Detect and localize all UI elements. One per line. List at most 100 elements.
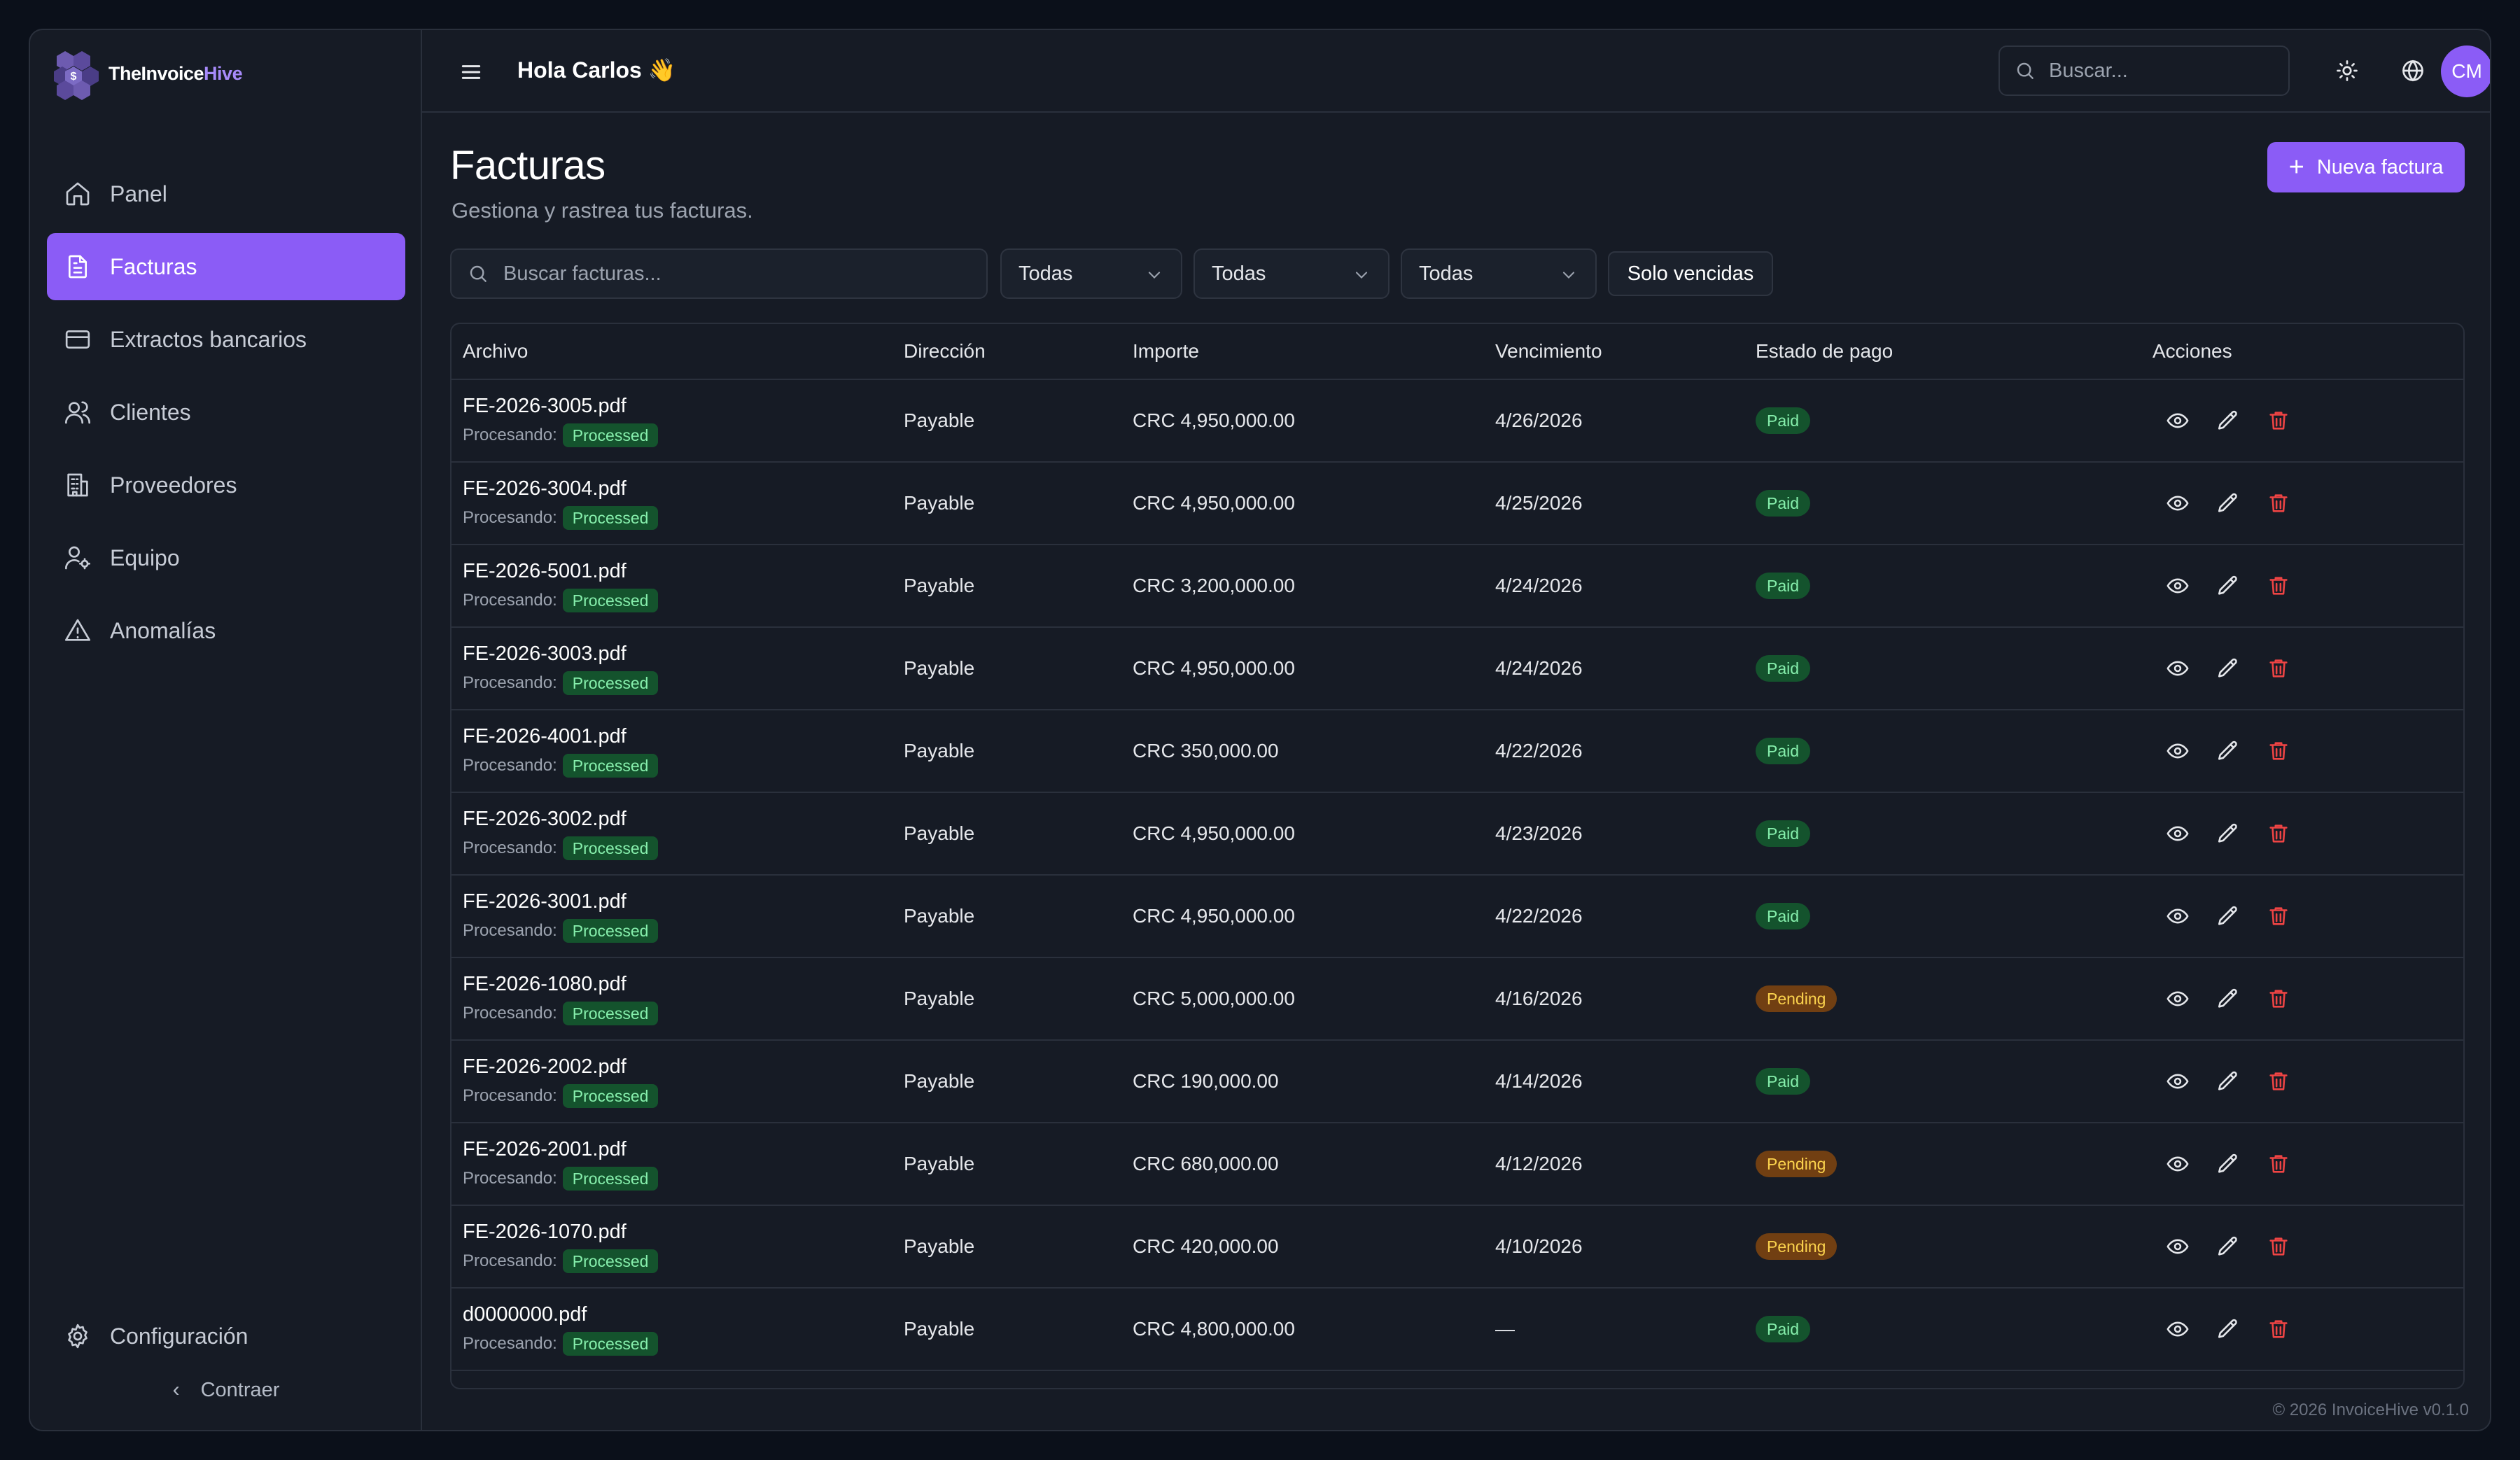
view-button[interactable]: [2164, 1233, 2192, 1261]
sidebar-item-configuracion[interactable]: Configuración: [47, 1303, 405, 1370]
global-search[interactable]: [1998, 45, 2290, 96]
file-name[interactable]: FE-2026-1070.pdf: [463, 1220, 626, 1243]
edit-button[interactable]: [2214, 489, 2242, 517]
edit-button[interactable]: [2214, 820, 2242, 848]
delete-button[interactable]: [2264, 820, 2292, 848]
table-row[interactable]: FE-2026-1080.pdf Procesando: Processed P…: [451, 957, 2463, 1041]
edit-button[interactable]: [2214, 1150, 2242, 1178]
view-button[interactable]: [2164, 489, 2192, 517]
edit-button[interactable]: [2214, 902, 2242, 930]
file-name[interactable]: FE-2026-2002.pdf: [463, 1055, 626, 1078]
sidebar-item-clientes[interactable]: Clientes: [47, 379, 405, 446]
table-row[interactable]: FE-2026-2001.pdf Procesando: Processed P…: [451, 1123, 2463, 1206]
column-header-vencimiento[interactable]: Vencimiento: [1484, 324, 1744, 380]
theme-toggle-button[interactable]: [2332, 55, 2362, 86]
column-header-archivo[interactable]: Archivo: [451, 324, 892, 380]
brand-logo[interactable]: $ TheInvoiceHive: [50, 47, 243, 100]
svg-text:$: $: [71, 71, 77, 83]
avatar[interactable]: CM: [2441, 45, 2490, 97]
sidebar-item-extractos[interactable]: Extractos bancarios: [47, 306, 405, 373]
file-name[interactable]: FE-2026-1080.pdf: [463, 972, 626, 995]
sidebar-item-proveedores[interactable]: Proveedores: [47, 451, 405, 519]
invoice-search-input[interactable]: [502, 261, 967, 286]
table-row[interactable]: FE-2026-3005.pdf Procesando: Processed P…: [451, 379, 2463, 463]
table-row[interactable]: FE-2026-3003.pdf Procesando: Processed P…: [451, 627, 2463, 710]
view-button[interactable]: [2164, 1067, 2192, 1095]
cell-payment-status: Paid: [1744, 1288, 2141, 1371]
edit-button[interactable]: [2214, 1233, 2242, 1261]
file-name[interactable]: FE-2026-3003.pdf: [463, 642, 626, 665]
table-row[interactable]: FE-2026-5001.pdf Procesando: Processed P…: [451, 545, 2463, 628]
view-button[interactable]: [2164, 985, 2192, 1013]
file-name[interactable]: FE-2026-2001.pdf: [463, 1137, 626, 1160]
global-search-input[interactable]: [2047, 58, 2274, 83]
view-button[interactable]: [2164, 407, 2192, 435]
file-name[interactable]: d0000000.pdf: [463, 1303, 587, 1326]
menu-toggle-button[interactable]: [457, 58, 485, 86]
delete-button[interactable]: [2264, 489, 2292, 517]
table-row[interactable]: FE-2026-3001.pdf Procesando: Processed P…: [451, 875, 2463, 958]
sidebar-item-facturas[interactable]: Facturas: [47, 233, 405, 300]
column-header-estado[interactable]: Estado de pago: [1744, 324, 2141, 380]
table-row[interactable]: FE-2026-3002.pdf Procesando: Processed P…: [451, 792, 2463, 876]
edit-button[interactable]: [2214, 654, 2242, 682]
edit-button[interactable]: [2214, 985, 2242, 1013]
status-filter-select[interactable]: Todas: [1194, 248, 1390, 299]
view-button[interactable]: [2164, 1315, 2192, 1343]
overdue-only-toggle[interactable]: Solo vencidas: [1608, 251, 1773, 296]
delete-button[interactable]: [2264, 654, 2292, 682]
cell-file: FE-2026-4001.pdf Procesando: Processed: [451, 710, 892, 793]
view-button[interactable]: [2164, 737, 2192, 765]
delete-button[interactable]: [2264, 1067, 2292, 1095]
view-button[interactable]: [2164, 1150, 2192, 1178]
processing-label: Procesando:: [463, 1168, 557, 1188]
view-button[interactable]: [2164, 820, 2192, 848]
invoice-search[interactable]: [450, 248, 988, 299]
direction-filter-select[interactable]: Todas: [1000, 248, 1182, 299]
processing-badge: Processed: [562, 836, 659, 860]
delete-button[interactable]: [2264, 572, 2292, 600]
column-header-importe[interactable]: Importe: [1121, 324, 1484, 380]
column-header-direccion[interactable]: Dirección: [892, 324, 1121, 380]
table-row[interactable]: FE-2026-4001.pdf Procesando: Processed P…: [451, 710, 2463, 793]
delete-button[interactable]: [2264, 1315, 2292, 1343]
language-button[interactable]: [2398, 55, 2428, 86]
table-row[interactable]: d0000000.pdf Procesando: Processed Payab…: [451, 1288, 2463, 1371]
pencil-icon: [2218, 575, 2237, 595]
file-name[interactable]: FE-2026-3002.pdf: [463, 807, 626, 830]
file-name[interactable]: FE-2026-4001.pdf: [463, 724, 626, 747]
delete-button[interactable]: [2264, 1233, 2292, 1261]
table-row[interactable]: FE-2026-2002.pdf Procesando: Processed P…: [451, 1040, 2463, 1123]
edit-button[interactable]: [2214, 1315, 2242, 1343]
edit-button[interactable]: [2214, 572, 2242, 600]
edit-button[interactable]: [2214, 1067, 2242, 1095]
edit-button[interactable]: [2214, 407, 2242, 435]
view-button[interactable]: [2164, 572, 2192, 600]
delete-button[interactable]: [2264, 407, 2292, 435]
view-button[interactable]: [2164, 654, 2192, 682]
eye-icon: [2166, 826, 2189, 841]
table-row[interactable]: FE-2026-1070.pdf Procesando: Processed P…: [451, 1205, 2463, 1289]
payment-filter-select[interactable]: Todas: [1401, 248, 1597, 299]
file-name[interactable]: FE-2026-5001.pdf: [463, 559, 626, 582]
delete-button[interactable]: [2264, 902, 2292, 930]
delete-button[interactable]: [2264, 737, 2292, 765]
sidebar-bottom: Configuración: [47, 1303, 405, 1375]
delete-button[interactable]: [2264, 1150, 2292, 1178]
processing-badge: Processed: [562, 753, 659, 778]
delete-button[interactable]: [2264, 985, 2292, 1013]
view-button[interactable]: [2164, 902, 2192, 930]
processing-label: Procesando:: [463, 920, 557, 940]
table-row[interactable]: FE-2026-3004.pdf Procesando: Processed P…: [451, 462, 2463, 545]
edit-button[interactable]: [2214, 737, 2242, 765]
sidebar-item-panel[interactable]: Panel: [47, 160, 405, 227]
sidebar-item-anomalias[interactable]: Anomalías: [47, 597, 405, 664]
new-invoice-button[interactable]: + Nueva factura: [2267, 142, 2465, 192]
file-name[interactable]: FE-2026-3001.pdf: [463, 890, 626, 913]
collapse-sidebar-button[interactable]: ‹ Contraer: [30, 1373, 422, 1408]
sidebar-item-equipo[interactable]: Equipo: [47, 524, 405, 591]
file-name[interactable]: FE-2026-3005.pdf: [463, 394, 626, 417]
cell-amount: CRC 680,000.00: [1121, 1123, 1484, 1206]
file-name[interactable]: FE-2026-3004.pdf: [463, 477, 626, 500]
cell-direction: Payable: [892, 1288, 1121, 1371]
